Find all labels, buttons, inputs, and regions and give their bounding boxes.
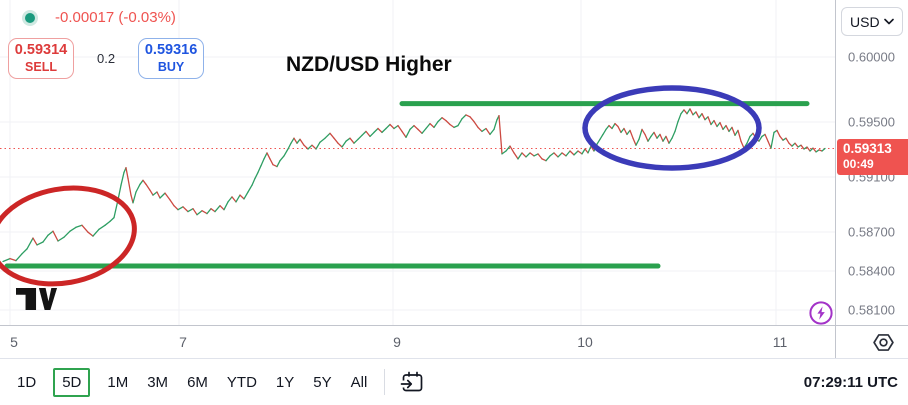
range-button-1d[interactable]: 1D: [17, 373, 37, 391]
chart-title: NZD/USD Higher: [286, 53, 452, 76]
bottom-toolbar: 1D 5D 1M 3M 6M YTD 1Y 5Y All 07:29:11 UTC: [0, 358, 908, 405]
range-selector: 1D 5D 1M 3M 6M YTD 1Y 5Y All: [14, 367, 370, 397]
x-tick-label: 11: [772, 334, 788, 350]
y-tick-label: 0.60000: [848, 49, 895, 65]
currency-label: USD: [850, 13, 880, 30]
buy-button[interactable]: 0.59316 BUY: [138, 38, 205, 79]
annotation-layer[interactable]: [0, 85, 810, 295]
go-to-date-calendar-icon: [400, 371, 423, 391]
y-tick-label: 0.59500: [848, 114, 895, 130]
range-button-5d[interactable]: 5D: [53, 367, 91, 397]
range-button-5y[interactable]: 5Y: [313, 373, 332, 391]
price-chart-canvas[interactable]: [0, 0, 835, 325]
range-button-1m[interactable]: 1M: [107, 373, 129, 391]
status-row: -0.00017 (-0.03%): [22, 9, 176, 26]
market-open-dot-icon: [22, 9, 38, 26]
last-price-value: 0.59313: [843, 141, 892, 157]
y-tick-label: 0.58100: [848, 302, 895, 318]
range-button-all[interactable]: All: [350, 373, 368, 391]
quote-row: 0.59314 SELL 0.2 0.59316 BUY: [8, 38, 205, 79]
axis-corner-divider: [835, 326, 836, 358]
chevron-down-icon: [884, 18, 894, 25]
last-price-box: 0.59313 00:49: [837, 139, 908, 175]
utc-clock: 07:29:11 UTC: [803, 373, 898, 391]
sell-price: 0.59314: [14, 42, 68, 59]
tradingview-logo-icon[interactable]: [16, 286, 58, 312]
x-tick-label: 7: [179, 334, 187, 350]
axis-settings-hexagon-icon[interactable]: [872, 331, 895, 354]
time-axis[interactable]: 5 7 9 10 11: [0, 325, 908, 358]
flash-order-icon[interactable]: [808, 300, 834, 326]
y-tick-label: 0.58400: [848, 263, 895, 279]
x-tick-label: 9: [393, 334, 401, 350]
grid-layer: [0, 0, 835, 325]
spread-value: 0.2: [97, 51, 116, 66]
buy-price: 0.59316: [144, 42, 198, 59]
red-ellipse-annotation: [0, 185, 137, 287]
range-button-ytd[interactable]: YTD: [226, 373, 257, 391]
blue-ellipse-annotation: [582, 85, 762, 171]
y-tick-label: 0.58700: [848, 224, 895, 240]
candlestick-series: [2, 108, 826, 263]
sell-label: SELL: [25, 59, 57, 74]
x-tick-label: 10: [577, 334, 593, 350]
sell-button[interactable]: 0.59314 SELL: [8, 38, 74, 79]
go-to-date-button[interactable]: [399, 369, 426, 396]
buy-label: BUY: [157, 59, 185, 74]
bar-countdown: 00:49: [843, 157, 874, 172]
toolbar-divider: [384, 369, 386, 395]
price-change-text: -0.00017 (-0.03%): [55, 9, 176, 26]
range-button-6m[interactable]: 6M: [187, 373, 208, 391]
x-tick-label: 5: [10, 334, 18, 350]
price-axis[interactable]: USD 0.60000 0.59500 0.59100 0.58700 0.58400 0…: [835, 0, 908, 325]
currency-dropdown[interactable]: USD: [841, 7, 903, 36]
range-button-1y[interactable]: 1Y: [275, 373, 295, 391]
range-button-3m[interactable]: 3M: [147, 373, 169, 391]
